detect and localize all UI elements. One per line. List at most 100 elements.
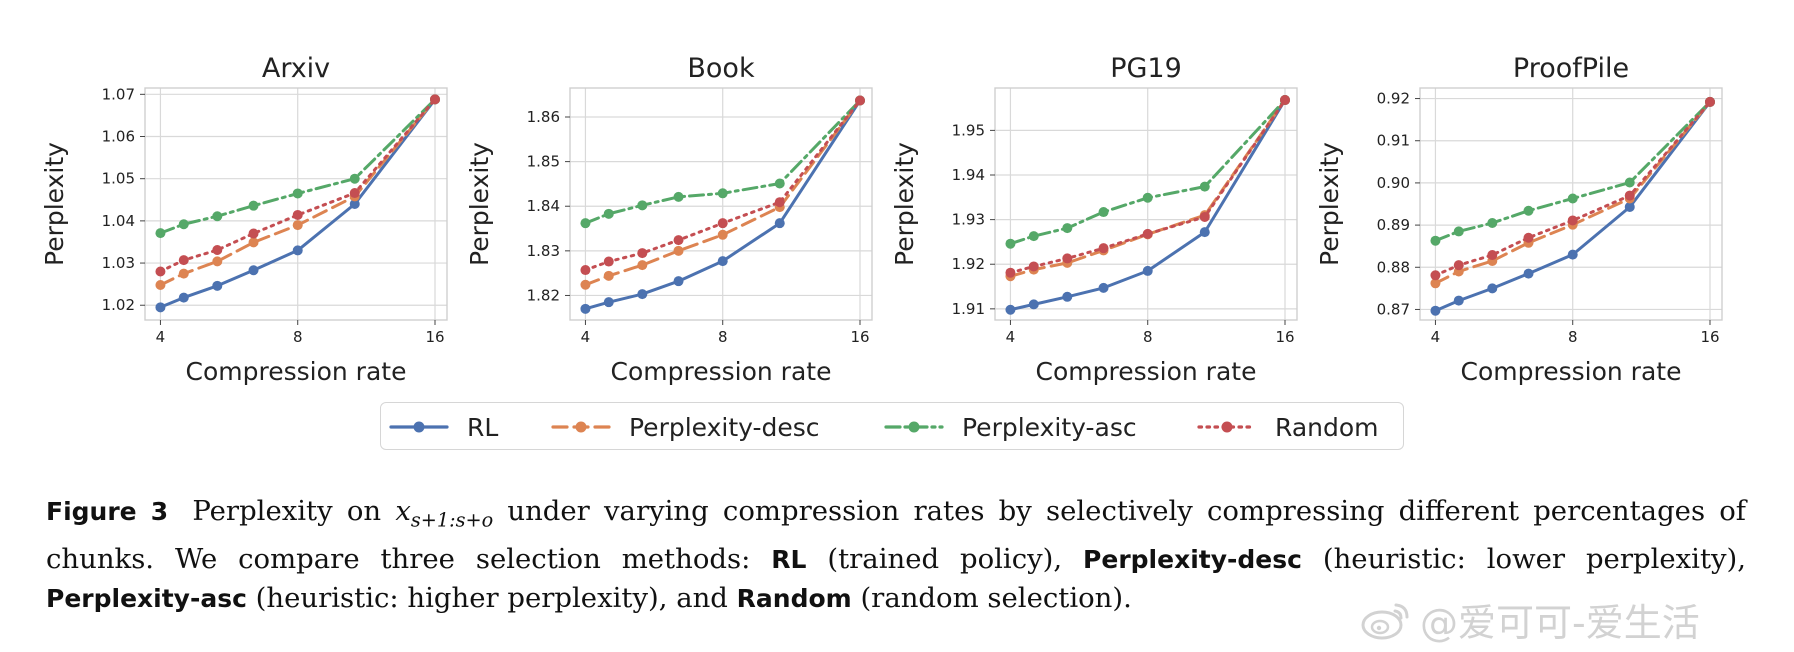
data-point-perplexity-desc (673, 245, 684, 256)
y-tick-label: 1.86 (527, 108, 560, 126)
data-point-rl (717, 256, 728, 267)
caption-method-desc: (heuristic: higher perplexity), and (255, 581, 728, 614)
legend-label-perplexity-desc: Perplexity-desc (629, 413, 820, 442)
data-point-random (1098, 243, 1109, 254)
data-point-random (854, 95, 865, 106)
watermark: @爱可可-爱生活 (1360, 592, 1700, 647)
x-tick-label: 16 (850, 328, 869, 346)
x-axis-label: Compression rate (1461, 357, 1682, 386)
legend-label-perplexity-asc: Perplexity-asc (962, 413, 1137, 442)
data-point-rl (673, 276, 684, 287)
data-point-random (673, 235, 684, 246)
panel-title: Book (687, 53, 755, 84)
watermark-text: @爱可可-爱生活 (1420, 601, 1700, 645)
data-point-rl (349, 199, 360, 209)
caption-text: under varying compression rates by selec… (46, 495, 1746, 575)
data-point-rl (580, 303, 591, 314)
y-tick-label: 1.06 (102, 128, 135, 146)
y-axis-label: Perplexity (890, 142, 919, 266)
data-point-rl (248, 265, 259, 276)
y-tick-label: 0.92 (1377, 90, 1410, 108)
data-point-rl (212, 280, 223, 291)
data-point-random (1453, 260, 1464, 271)
data-point-perplexity-desc (637, 260, 648, 271)
x-tick-label: 16 (1275, 328, 1294, 346)
data-point-perplexity-asc (637, 200, 648, 211)
data-point-random (1062, 253, 1073, 264)
y-tick-label: 1.84 (527, 197, 560, 215)
x-axis-label: Compression rate (1036, 357, 1257, 386)
data-point-perplexity-desc (717, 229, 728, 240)
legend-marker-random (1221, 421, 1233, 433)
data-point-random (1487, 250, 1498, 261)
caption-math-subscript: s+1:s+o (410, 508, 494, 532)
data-point-random (178, 255, 189, 266)
data-point-random (248, 228, 259, 239)
data-point-perplexity-asc (673, 191, 684, 202)
data-point-perplexity-asc (1487, 217, 1498, 228)
x-tick-label: 8 (1143, 328, 1153, 346)
y-tick-label: 0.89 (1377, 216, 1410, 234)
data-point-random (637, 248, 648, 259)
panel-title: ProofPile (1513, 53, 1629, 84)
weibo-logo-icon (1361, 603, 1409, 639)
y-tick-label: 1.02 (102, 296, 135, 314)
data-point-random (774, 197, 785, 208)
y-tick-label: 1.85 (527, 153, 560, 171)
data-point-rl (1005, 304, 1016, 315)
x-tick-label: 16 (1700, 328, 1719, 346)
y-tick-label: 1.05 (102, 170, 135, 188)
data-point-rl (1567, 249, 1578, 260)
data-point-random (1624, 190, 1635, 201)
data-point-perplexity-asc (212, 211, 223, 222)
data-point-random (1199, 211, 1210, 222)
data-point-rl (603, 297, 614, 308)
data-point-perplexity-asc (178, 219, 189, 230)
data-point-random (1430, 270, 1441, 281)
data-point-perplexity-asc (1567, 193, 1578, 204)
data-point-random (1005, 267, 1016, 278)
y-tick-label: 1.93 (952, 211, 985, 229)
data-point-rl (292, 245, 303, 256)
caption-method-desc: (trained policy), (827, 542, 1063, 575)
legend-marker-perplexity-asc (908, 421, 920, 433)
data-point-perplexity-asc (1062, 223, 1073, 234)
panel-book: 1.82 1.83 1.84 1.85 1.86 4 8 16 Book Compression … (465, 53, 873, 386)
panel-proofpile: 0.87 0.88 0.89 0.90 0.91 0.92 4 8 16 ProofPile Com… (1315, 53, 1723, 386)
figure-panels: 1.02 1.03 1.04 1.05 1.06 1.07 4 8 16 Arxiv Compres… (40, 53, 1723, 386)
x-tick-label: 8 (718, 328, 728, 346)
y-tick-label: 1.04 (102, 212, 135, 230)
y-tick-label: 0.87 (1377, 300, 1410, 318)
y-tick-label: 0.90 (1377, 174, 1410, 192)
figure-caption: Figure 3 Perplexity on xs+1:s+o under va… (46, 492, 1746, 618)
data-point-perplexity-asc (1098, 207, 1109, 218)
data-point-perplexity-desc (178, 268, 189, 279)
data-point-random (1567, 215, 1578, 226)
legend-label-random: Random (1275, 413, 1379, 442)
data-point-perplexity-asc (1523, 205, 1534, 216)
caption-math-base: x (395, 495, 411, 527)
data-point-random (155, 266, 166, 277)
data-point-rl (774, 218, 785, 229)
caption-method-name: RL (771, 544, 807, 574)
data-point-rl (1098, 282, 1109, 293)
legend-label-rl: RL (467, 413, 498, 442)
data-point-random (292, 209, 303, 220)
y-tick-label: 1.95 (952, 121, 985, 139)
data-point-random (429, 94, 440, 105)
data-point-rl (1062, 291, 1073, 302)
plot-frame (1419, 87, 1723, 321)
caption-method-name: Random (736, 583, 852, 613)
y-tick-label: 1.83 (527, 242, 560, 260)
legend-marker-perplexity-desc (575, 421, 587, 433)
data-point-rl (1453, 295, 1464, 306)
data-point-perplexity-desc (1430, 278, 1441, 289)
x-axis-label: Compression rate (611, 357, 832, 386)
data-point-perplexity-desc (248, 237, 259, 248)
data-point-random (212, 244, 223, 255)
x-tick-label: 4 (1006, 328, 1016, 346)
caption-figure-label: Figure 3 (46, 497, 169, 526)
data-point-perplexity-desc (580, 279, 591, 290)
data-point-perplexity-asc (1430, 235, 1441, 246)
y-tick-label: 1.91 (952, 300, 985, 318)
